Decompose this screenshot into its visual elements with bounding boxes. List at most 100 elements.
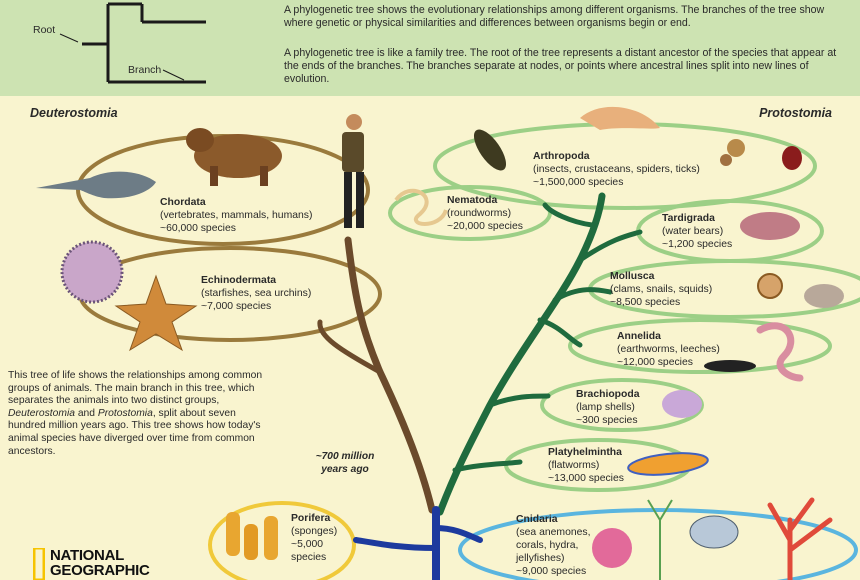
desc-text-3: , split about seven hundred million year… (8, 407, 261, 457)
group-platyhelminthes: Platyhelmintha (flatworms) ~13,000 speci… (548, 446, 624, 485)
desc-text-2: and (74, 407, 98, 419)
group-porifera: Porifera (sponges) ~5,000 species (291, 512, 337, 564)
header-paragraph-1: A phylogenetic tree shows the evolutiona… (284, 4, 825, 29)
protostomia-branch (436, 192, 606, 516)
group-brachiopoda: Brachiopoda (lamp shells) ~300 species (576, 388, 640, 427)
group-species: ~20,000 species (447, 221, 523, 232)
group-arthropoda: Arthropoda (insects, crustaceans, spider… (533, 150, 700, 189)
porifera-branch (353, 537, 439, 551)
group-desc: (clams, snails, squids) (610, 284, 713, 295)
group-desc: corals, hydra, (516, 540, 579, 551)
national-geographic-logo-icon (33, 548, 45, 580)
group-species: ~8,500 species (610, 297, 681, 308)
root-pointer (59, 33, 79, 43)
brachiopoda-ellipse (540, 378, 704, 432)
group-name: Porifera (291, 513, 331, 524)
deuterostomia-title: Deuterostomia (30, 106, 118, 120)
annelida-ellipse (568, 318, 832, 374)
anemone-illustration (592, 528, 632, 568)
group-name: Brachiopoda (576, 389, 640, 400)
group-desc: jellyfishes) (516, 553, 565, 564)
flatworm-illustration (627, 452, 709, 476)
group-name: Arthropoda (533, 151, 590, 162)
brachiopoda-branch (487, 393, 551, 408)
platyhelminthes-branch (452, 459, 523, 473)
tree-description: This tree of life shows the relationship… (8, 370, 264, 458)
national-geographic-logo-text: NATIONAL GEOGRAPHIC (50, 548, 150, 578)
group-species: ~12,000 species (617, 357, 693, 368)
tree-diagram-illustration (59, 2, 206, 84)
group-mollusca: Mollusca (clams, snails, squids) ~8,500 … (610, 270, 712, 309)
human-illustration (342, 114, 364, 228)
sea-urchin-illustration (60, 240, 124, 304)
group-nematoda: Nematoda (roundworms) ~20,000 species (447, 194, 523, 233)
group-species: ~60,000 species (160, 223, 236, 234)
group-desc: (vertebrates, mammals, humans) (160, 210, 313, 221)
tardigrada-branch (577, 229, 643, 263)
leech-illustration (704, 360, 756, 372)
group-species: ~300 species (576, 415, 638, 426)
group-species: ~7,000 species (201, 301, 272, 312)
spider-illustration (720, 139, 745, 166)
group-cnidaria: Cnidaria (sea anemones, corals, hydra, j… (516, 513, 591, 578)
porifera-ellipse (208, 501, 356, 580)
group-name: Mollusca (610, 271, 655, 282)
desc-italic-protostomia: Protostomia (97, 407, 153, 419)
group-species: species (291, 552, 327, 563)
group-desc: (water bears) (662, 226, 724, 237)
group-species: ~1,500,000 species (533, 177, 624, 188)
header-paragraph-2: A phylogenetic tree is like a family tre… (284, 47, 837, 85)
hydra-illustration (647, 499, 673, 580)
roundworm-illustration (394, 188, 448, 226)
beetle-illustration (473, 129, 507, 171)
group-echinodermata: Echinodermata (starfishes, sea urchins) … (201, 274, 311, 313)
tick-illustration (782, 146, 802, 170)
bear-illustration (186, 128, 282, 186)
shrimp-illustration (580, 106, 660, 130)
group-desc: (starfishes, sea urchins) (201, 288, 312, 299)
snail-illustration (757, 273, 783, 299)
branch-label: Branch (128, 64, 162, 76)
protostomia-title: Protostomia (759, 106, 832, 120)
header-panel: Root Branch A phylogenetic tree shows th… (0, 0, 860, 96)
starfish-illustration (114, 274, 198, 352)
group-desc: (earthworms, leeches) (617, 344, 720, 355)
group-desc: (sponges) (291, 526, 338, 537)
group-desc: (sea anemones, (516, 527, 591, 538)
cnidaria-ellipse (458, 508, 858, 580)
group-desc: (lamp shells) (576, 402, 635, 413)
group-name: Cnidaria (516, 514, 558, 525)
group-desc: ~5,000 (291, 539, 324, 550)
earthworm-illustration (756, 322, 804, 382)
sponge-illustration (226, 512, 278, 560)
nematoda-ellipse (388, 185, 552, 241)
nematoda-branch (542, 202, 595, 228)
mollusca-branch (552, 287, 613, 303)
group-name: Tardigrada (662, 213, 715, 224)
group-desc: (insects, crustaceans, spiders, ticks) (533, 164, 700, 175)
desc-italic-deuterostomia: Deuterostomia (8, 407, 75, 419)
group-species: ~13,000 species (548, 473, 624, 484)
group-name: Nematoda (447, 195, 498, 206)
group-tardigrada: Tardigrada (water bears) ~1,200 species (662, 212, 732, 251)
root-label: Root (33, 24, 56, 36)
annelida-branch (537, 317, 583, 348)
logo-line-2: GEOGRAPHIC (50, 562, 150, 579)
group-desc: (flatworms) (548, 460, 600, 471)
group-name: Echinodermata (201, 275, 277, 286)
group-desc: (roundworms) (447, 208, 512, 219)
lamp-shell-illustration (662, 390, 702, 418)
group-species: ~1,200 species (662, 239, 733, 250)
branch-pointer (162, 69, 185, 81)
group-name: Chordata (160, 197, 206, 208)
echinodermata-branch (317, 319, 383, 375)
desc-text-1: This tree of life shows the relationship… (8, 370, 263, 407)
clam-illustration (804, 284, 844, 308)
stingray-illustration (36, 171, 156, 199)
group-species: ~9,000 species (516, 566, 587, 577)
time-label: ~700 million years ago (315, 451, 375, 475)
group-name: Platyhelmintha (548, 447, 622, 458)
water-bear-illustration (740, 212, 800, 240)
coral-illustration (767, 497, 833, 580)
